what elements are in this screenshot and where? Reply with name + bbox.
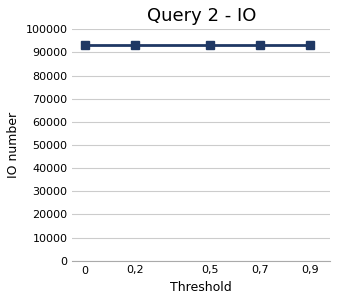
- Y-axis label: IO number: IO number: [7, 112, 20, 178]
- X-axis label: Threshold: Threshold: [170, 281, 232, 294]
- Title: Query 2 - IO: Query 2 - IO: [147, 7, 256, 25]
